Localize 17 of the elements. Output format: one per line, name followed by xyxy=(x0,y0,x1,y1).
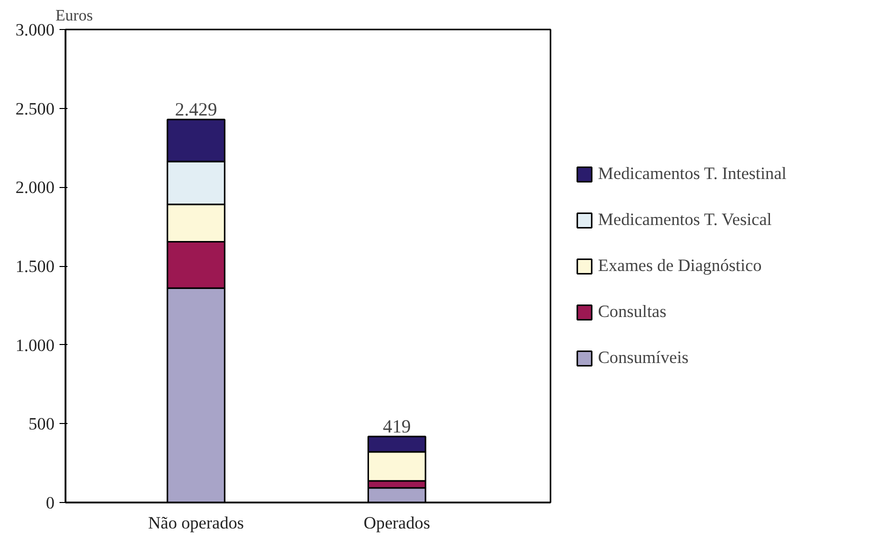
total-label: 2.429 xyxy=(175,100,218,121)
y-tick-label: 1.000 xyxy=(16,336,55,355)
x-tick-label: Não operados xyxy=(148,514,244,532)
y-tick-label: 0 xyxy=(46,494,55,512)
legend-label: Medicamentos T. Vesical xyxy=(598,210,772,230)
total-label: 419 xyxy=(382,416,411,438)
legend-label: Consultas xyxy=(598,302,666,322)
legend-label: Consumíveis xyxy=(598,348,688,368)
y-tick-label: 3.000 xyxy=(16,20,55,40)
y-tick-label: 2.000 xyxy=(16,178,55,198)
x-tick-label: Operados xyxy=(364,514,430,532)
y-tick-label: 2.500 xyxy=(16,99,55,118)
y-tick-label: 500 xyxy=(28,414,55,434)
legend-label: Exames de Diagnóstico xyxy=(598,256,762,276)
y-axis-title: Euros xyxy=(56,8,93,24)
legend-label: Medicamentos T. Intestinal xyxy=(598,164,786,184)
y-tick-label: 1.500 xyxy=(16,257,55,276)
